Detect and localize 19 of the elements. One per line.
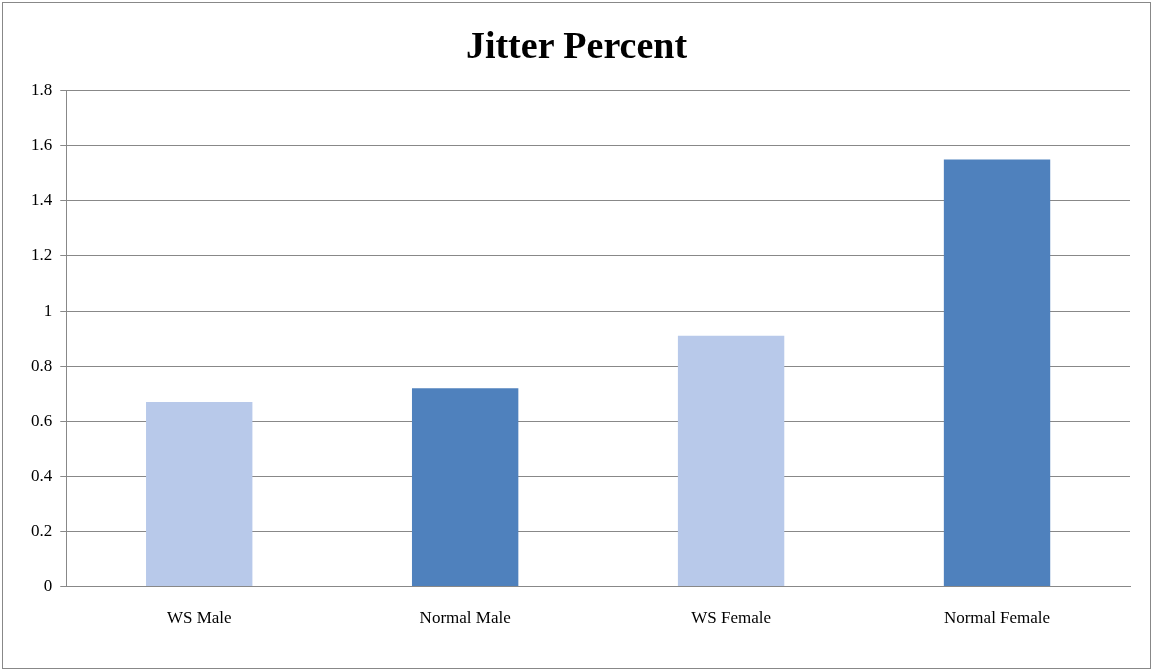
y-tick-label: 1 [43,300,53,320]
bar [146,401,253,587]
y-tick-label: 0.2 [31,520,53,540]
y-tick-label: 0.6 [31,410,53,430]
x-tick-label: Normal Male [419,608,511,628]
y-tick-label: 0.4 [31,465,53,485]
y-tick-label: 1.8 [31,80,53,100]
x-tick-label: WS Female [691,608,771,628]
x-tick-label: Normal Female [943,608,1051,628]
y-tick-label: 0 [43,576,53,596]
y-tick-label: 1.6 [31,135,53,155]
y-tick-label: 0.8 [31,355,53,375]
bar [411,388,519,587]
chart-title: Jitter Percent [465,23,688,66]
y-tick-label: 1.2 [31,245,53,265]
x-tick-label: WS Male [166,608,232,628]
bar [677,335,785,587]
y-tick-label: 1.4 [31,190,53,210]
bar [943,159,1051,587]
